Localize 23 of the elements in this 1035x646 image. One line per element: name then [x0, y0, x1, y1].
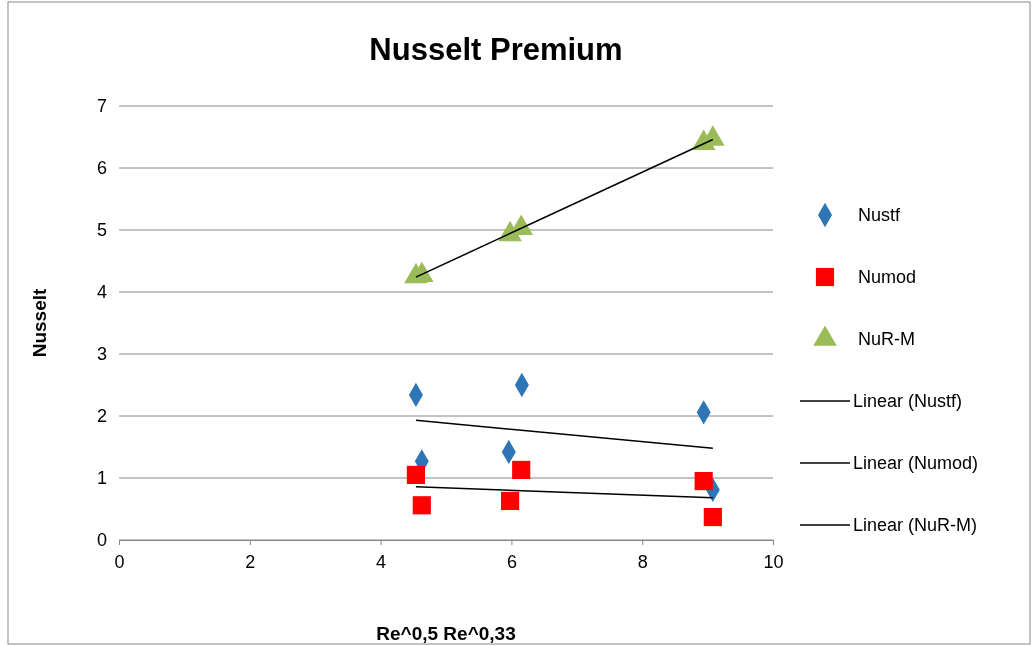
x-tick-label: 6	[506, 551, 517, 572]
legend-label: Linear (Numod)	[853, 453, 979, 473]
y-tick-label: 6	[96, 158, 107, 179]
y-tick-label: 0	[96, 530, 107, 551]
legend-label: Linear (NuR-M)	[853, 515, 978, 535]
x-tick-label: 10	[763, 551, 784, 572]
x-tick-label: 0	[114, 551, 125, 572]
y-tick-label: 7	[96, 96, 107, 117]
y-tick-label: 2	[96, 406, 107, 427]
y-axis-title: Nusselt	[29, 288, 50, 358]
x-tick-label: 4	[376, 551, 387, 572]
chart-title: Nusselt Premium	[369, 32, 623, 67]
legend-label: Linear (Nustf)	[853, 391, 963, 411]
legend-label: Numod	[858, 267, 917, 287]
x-tick-label: 8	[637, 551, 648, 572]
x-tick-label: 2	[245, 551, 256, 572]
y-tick-label: 5	[96, 220, 107, 241]
y-tick-label: 3	[96, 344, 107, 365]
legend-label: Nustf	[858, 205, 902, 225]
y-tick-label: 1	[96, 468, 107, 489]
legend-label: NuR-M	[858, 329, 915, 349]
x-axis-title: Re^0,5 Re^0,33	[376, 623, 516, 644]
y-tick-label: 4	[96, 282, 107, 303]
